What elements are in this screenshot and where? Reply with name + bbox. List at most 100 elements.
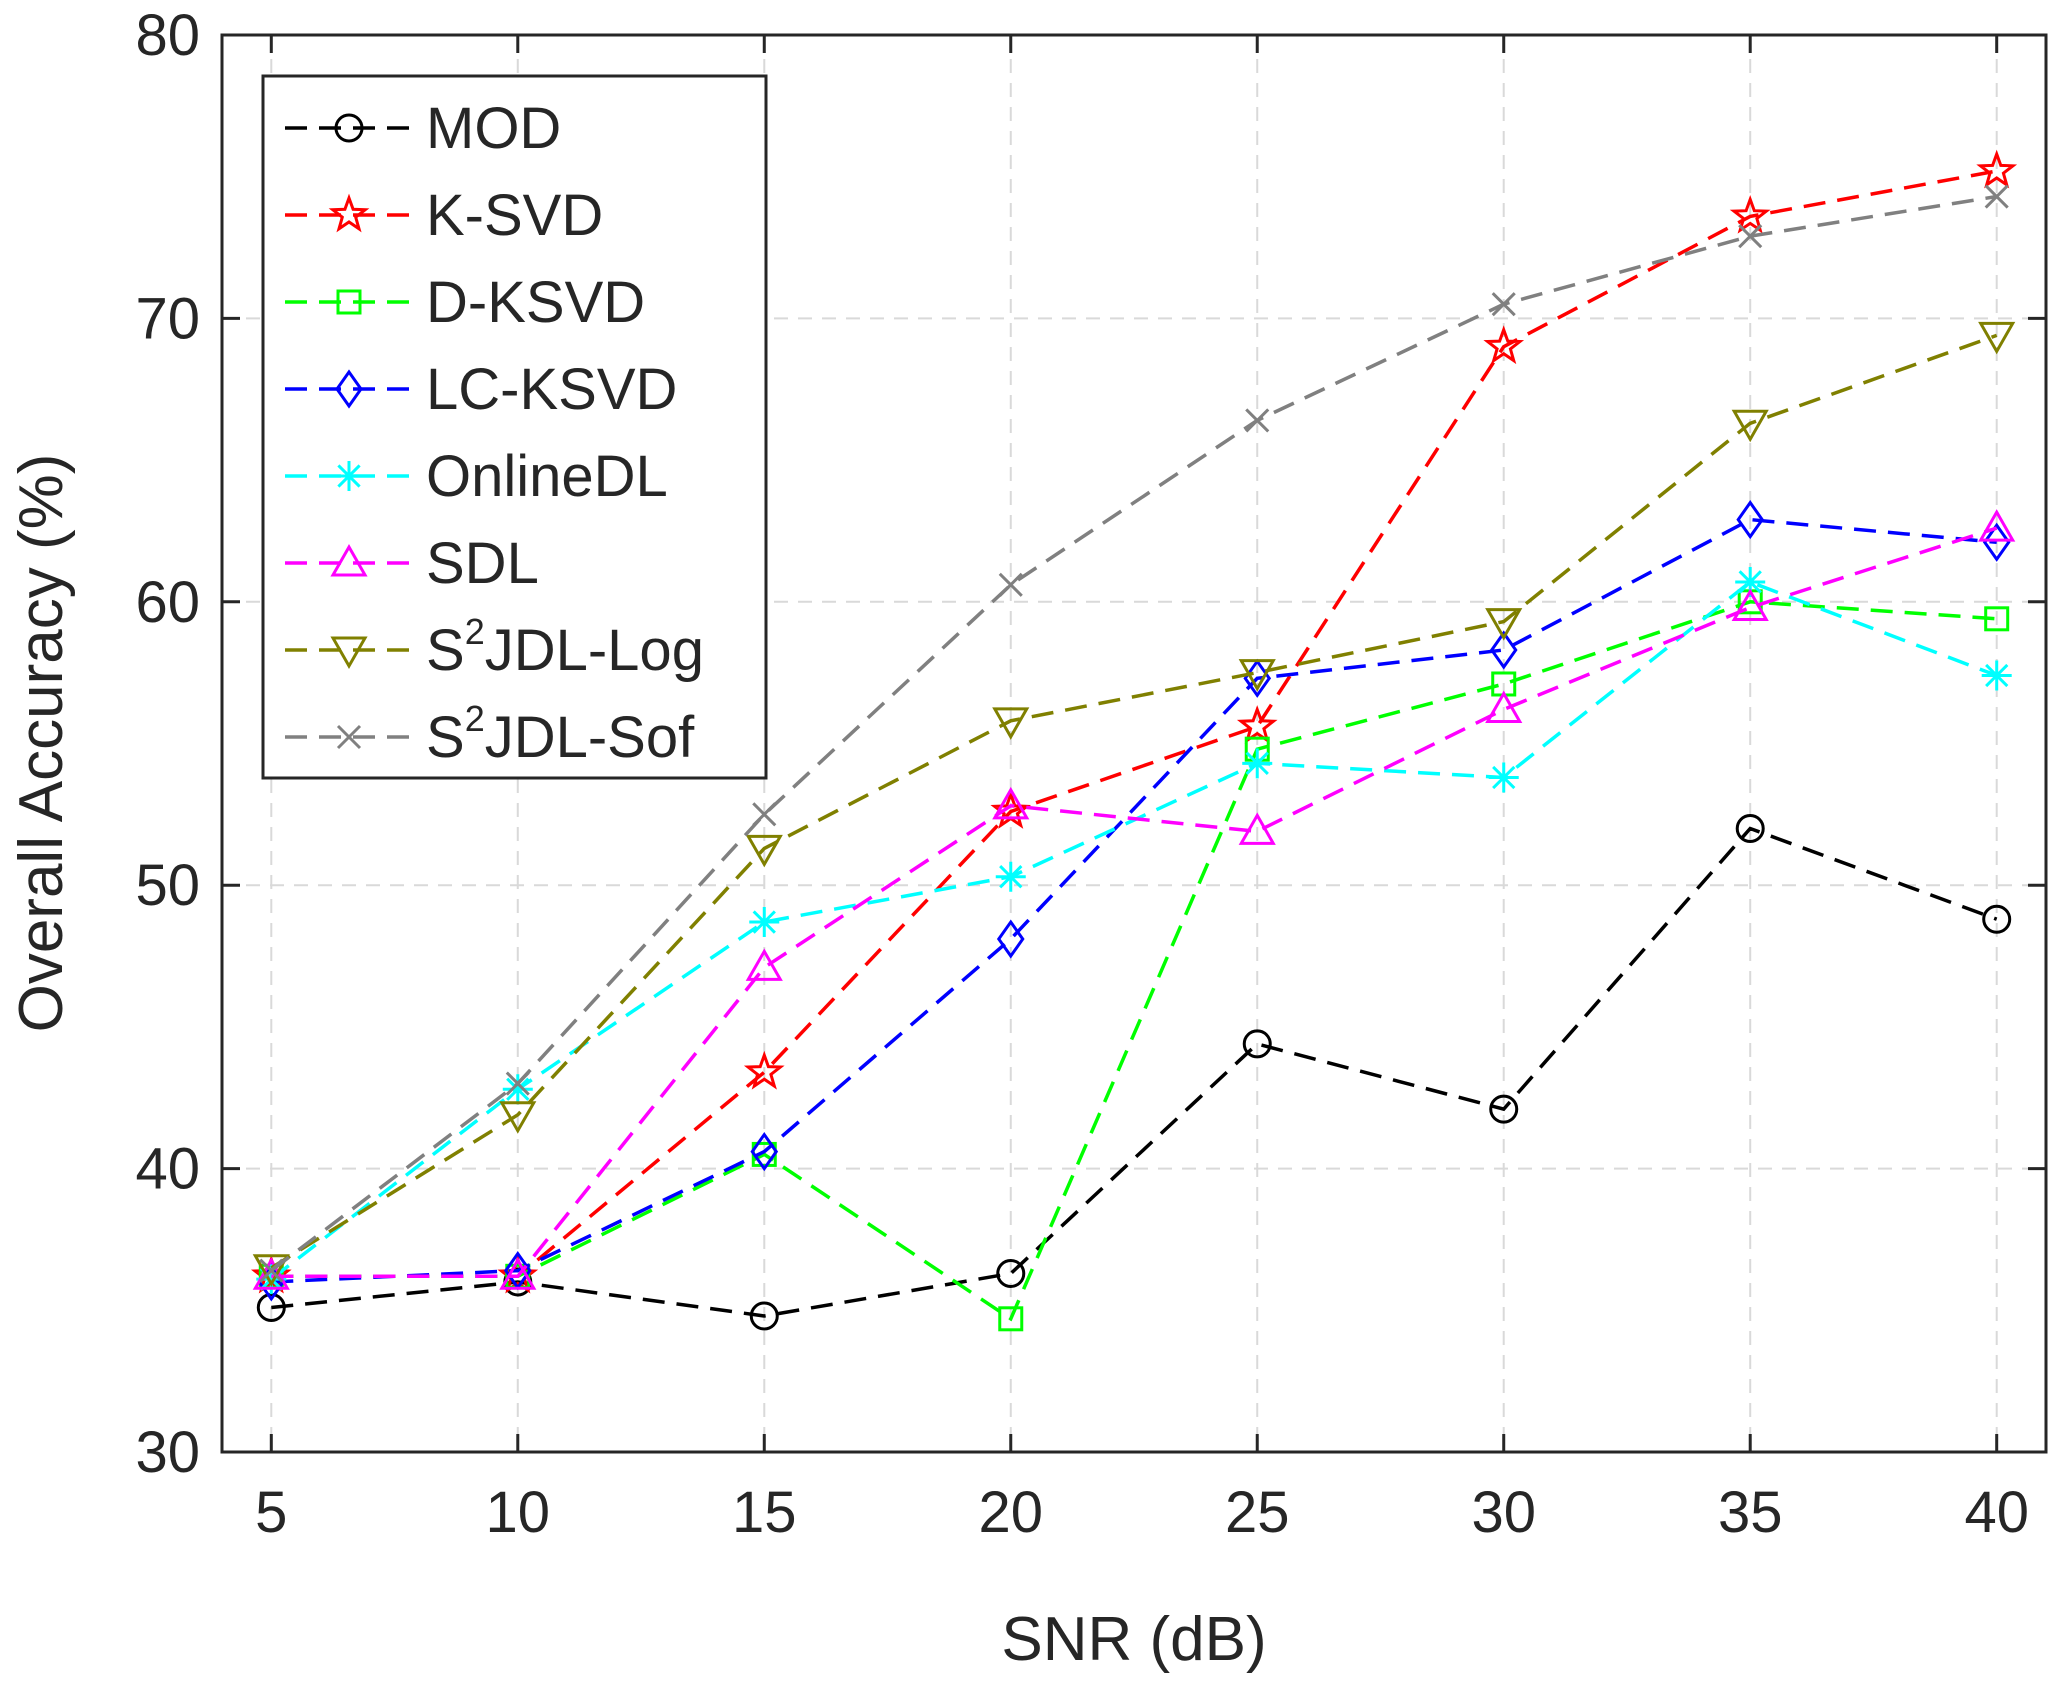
- legend-marker: [330, 636, 368, 670]
- legend-label-superscript: 2: [465, 698, 485, 739]
- x-tick-label: 15: [732, 1480, 797, 1545]
- series-sdl: [252, 509, 2016, 1290]
- data-point-s2jdl-sof: [1491, 292, 1516, 317]
- data-point-s2jdl-log: [499, 1101, 537, 1134]
- legend-marker: [336, 724, 362, 750]
- data-point-mod: [1982, 904, 2012, 934]
- y-tick-label: 70: [135, 286, 200, 351]
- x-tick-label: 20: [978, 1480, 1043, 1545]
- data-point-s2jdl-log: [1485, 608, 1523, 641]
- legend-label-main: LC-KSVD: [426, 357, 677, 422]
- data-point-onlinedl: [1981, 660, 2012, 691]
- data-point-k-svd: [743, 1050, 785, 1090]
- data-point-sdl: [252, 1257, 290, 1290]
- x-tick-label: 25: [1225, 1480, 1290, 1545]
- data-point-s2jdl-log: [745, 834, 783, 868]
- data-point-k-svd: [1483, 325, 1525, 365]
- series-line-s2jdl-sof: [270, 194, 1997, 1272]
- data-point-k-svd: [1236, 705, 1278, 744]
- data-point-mod: [1735, 814, 1765, 844]
- legend-label: S2JDL-Log: [426, 611, 704, 683]
- y-tick-label: 30: [135, 1420, 200, 1485]
- legend-item-onlinedl: OnlineDL: [285, 444, 668, 509]
- legend-marker: [334, 113, 364, 143]
- data-point-sdl: [499, 1257, 537, 1290]
- data-point-onlinedl: [1735, 566, 1766, 597]
- data-point-s2jdl-sof: [259, 1258, 284, 1283]
- data-point-k-svd: [1976, 149, 2018, 189]
- data-point-s2jdl-log: [992, 707, 1030, 740]
- legend-marker: [328, 193, 370, 233]
- legend-label-main: S: [426, 705, 465, 770]
- data-point-onlinedl: [995, 861, 1026, 892]
- legend-label: K-SVD: [426, 183, 603, 248]
- series-line-lc-ksvd: [271, 517, 1997, 1284]
- data-point-d-ksvd: [1984, 606, 2010, 632]
- y-tick-label: 60: [135, 570, 200, 635]
- legend-label-tail: JDL-Sof: [485, 705, 695, 770]
- data-point-onlinedl: [749, 907, 780, 938]
- data-point-d-ksvd: [998, 1306, 1024, 1332]
- legend-label: SDL: [426, 531, 539, 596]
- series-line-mod: [271, 826, 1998, 1318]
- data-point-s2jdl-log: [252, 1254, 290, 1287]
- legend-label-superscript: 2: [465, 611, 485, 652]
- data-point-sdl: [1238, 812, 1276, 845]
- y-tick-label: 80: [135, 3, 200, 68]
- data-point-mod: [1489, 1094, 1519, 1124]
- data-point-sdl: [1731, 588, 1769, 621]
- series-mod: [256, 814, 2012, 1331]
- data-point-sdl: [745, 948, 783, 981]
- data-point-sdl: [992, 786, 1030, 820]
- data-point-lc-ksvd: [996, 919, 1025, 959]
- legend-item-lc-ksvd: LC-KSVD: [285, 357, 677, 422]
- data-point-s2jdl-sof: [752, 802, 777, 827]
- legend-label-main: MOD: [426, 96, 561, 161]
- legend-label-main: S: [426, 618, 465, 683]
- data-point-mod: [996, 1258, 1026, 1288]
- series-line-sdl: [271, 526, 1998, 1279]
- data-point-s2jdl-sof: [1738, 224, 1763, 249]
- legend-label-main: OnlineDL: [426, 444, 668, 509]
- plot-frame: [220, 33, 2048, 1454]
- data-point-k-svd: [1729, 195, 1771, 234]
- series-line-k-svd: [271, 169, 1998, 1279]
- legend-label: MOD: [426, 96, 561, 161]
- legend-item-d-ksvd: D-KSVD: [285, 270, 645, 335]
- series-layer: [250, 149, 2018, 1332]
- x-tick-label: 30: [1471, 1480, 1536, 1545]
- data-point-s2jdl-sof: [1245, 408, 1270, 433]
- data-point-onlinedl: [256, 1264, 287, 1295]
- y-tick-label: 50: [135, 853, 200, 918]
- x-tick-label: 35: [1718, 1480, 1783, 1545]
- data-point-lc-ksvd: [1736, 500, 1765, 540]
- series-line-s2jdl-log: [270, 333, 1998, 1270]
- data-point-s2jdl-log: [1731, 409, 1769, 443]
- data-point-mod: [749, 1301, 779, 1331]
- data-point-s2jdl-sof: [505, 1071, 530, 1096]
- legend-label: OnlineDL: [426, 444, 668, 509]
- series-s2jdl-log: [252, 321, 2016, 1287]
- axis-ticks: 5 10 15 20 25 30 35 40 30 40 50 60 70 80: [135, 3, 2046, 1545]
- data-point-lc-ksvd: [750, 1131, 779, 1172]
- data-point-onlinedl: [502, 1074, 533, 1105]
- legend-label-tail: JDL-Log: [485, 618, 704, 683]
- legend-label: S2JDL-Sof: [426, 698, 695, 770]
- legend-label-main: D-KSVD: [426, 270, 645, 335]
- data-point-sdl: [1485, 690, 1523, 723]
- data-point-s2jdl-log: [1238, 659, 1276, 692]
- legend-label: D-KSVD: [426, 270, 645, 335]
- legend-item-sdl: SDL: [285, 531, 539, 596]
- x-tick-label: 10: [486, 1480, 551, 1545]
- data-point-lc-ksvd: [1489, 630, 1518, 670]
- legend-label-main: SDL: [426, 531, 539, 596]
- x-axis-title: SNR (dB): [1001, 1605, 1266, 1674]
- legend-label-main: K-SVD: [426, 183, 603, 248]
- legend-item-s2jdl-log: S2JDL-Log: [285, 611, 704, 683]
- data-point-onlinedl: [1488, 762, 1519, 793]
- legend: MODK-SVDD-KSVDLC-KSVDOnlineDLSDLS2JDL-Lo…: [261, 74, 768, 780]
- data-point-s2jdl-sof: [998, 572, 1023, 597]
- legend-marker: [335, 369, 363, 409]
- legend-item-k-svd: K-SVD: [285, 183, 603, 248]
